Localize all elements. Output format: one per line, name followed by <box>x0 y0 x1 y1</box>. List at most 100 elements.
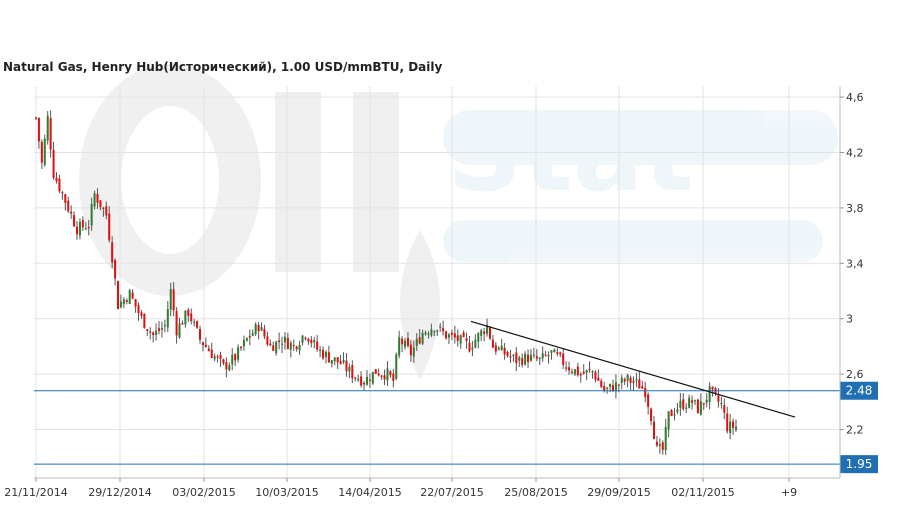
candle <box>544 350 547 357</box>
candle-body-down <box>406 338 409 346</box>
candle <box>96 188 99 209</box>
candle <box>655 436 658 448</box>
candle-body-down <box>488 327 491 339</box>
candle-body-down <box>544 354 547 356</box>
candle-body-up <box>301 335 304 343</box>
candle-body-down <box>711 386 714 390</box>
candle <box>570 368 574 375</box>
candle <box>474 334 477 349</box>
candle <box>652 416 656 440</box>
candle <box>78 218 81 240</box>
candle <box>635 372 638 387</box>
candle <box>512 354 515 362</box>
candle-body-down <box>190 313 193 322</box>
candle-body-down <box>295 346 298 350</box>
candle-body-down <box>272 345 275 351</box>
candle <box>395 352 398 381</box>
candle-body-up <box>679 400 682 408</box>
svg-text:Stat: Stat <box>447 93 694 215</box>
candle-body-down <box>152 332 155 335</box>
candle-body-down <box>418 337 421 344</box>
x-axis: 21/11/2014 29/12/2014 03/02/2015 10/03/2015… <box>4 477 840 499</box>
candle-body-down <box>377 373 380 376</box>
candle <box>333 357 336 366</box>
candle <box>281 336 284 354</box>
x-tick-label: +9 <box>781 486 797 499</box>
candle-body-up <box>474 339 477 348</box>
candle-body-down <box>594 371 597 380</box>
candle-body-down <box>58 178 61 192</box>
y-axis: 4,6 4,2 3,8 3,4 3 2,6 2,2 <box>839 86 864 478</box>
candle-body-down <box>310 339 313 344</box>
candle-body-up <box>78 221 81 236</box>
candle <box>324 350 327 364</box>
y-tick-label: 3,8 <box>846 202 864 215</box>
candle <box>515 347 518 372</box>
candle-body-up <box>319 349 322 352</box>
candle-body-up <box>324 351 327 358</box>
candle <box>392 368 395 388</box>
candle <box>386 361 389 386</box>
candle <box>58 174 61 194</box>
candle <box>600 378 603 389</box>
candle <box>436 329 439 336</box>
candle <box>723 398 726 420</box>
candle <box>84 222 87 230</box>
candle <box>178 317 181 339</box>
candle-body-down <box>140 312 143 317</box>
candle <box>442 320 445 336</box>
candle <box>503 343 506 360</box>
candle-body-down <box>632 381 635 383</box>
candle <box>518 355 521 367</box>
candle <box>389 370 392 378</box>
candle-body-down <box>99 200 102 208</box>
candle <box>272 341 275 351</box>
candle-body-down <box>146 329 149 331</box>
candle <box>591 370 594 379</box>
candle-body-down <box>240 346 243 349</box>
candle <box>43 134 46 167</box>
candle <box>254 322 257 337</box>
candle-body-down <box>611 385 615 392</box>
candle <box>116 280 120 310</box>
candle <box>641 380 644 390</box>
candle-body-up <box>155 330 158 335</box>
candle-body-down <box>442 328 445 332</box>
candle <box>181 320 184 325</box>
x-tick-label: 02/11/2015 <box>671 486 734 499</box>
candle <box>237 344 240 363</box>
candle-body-up <box>128 290 131 304</box>
candle <box>620 374 623 390</box>
candle <box>75 221 79 240</box>
candle <box>155 323 158 341</box>
candle <box>462 330 465 338</box>
candle-body-down <box>116 281 120 309</box>
candle <box>111 236 114 269</box>
candle-body-up <box>357 379 360 381</box>
candle <box>196 320 199 330</box>
candle-body-down <box>456 335 459 341</box>
candle-body-down <box>383 375 386 380</box>
candle-body-up <box>415 338 418 347</box>
candle-body-down <box>641 386 644 389</box>
candle <box>231 348 234 371</box>
candle <box>447 333 450 345</box>
candle-body-down <box>527 354 530 362</box>
candle-body-down <box>691 400 694 403</box>
candle <box>632 376 635 391</box>
candle <box>538 356 541 366</box>
candle-body-down <box>556 352 559 354</box>
candle <box>456 329 459 347</box>
candle <box>240 345 243 352</box>
x-tick-label: 14/04/2015 <box>338 486 401 499</box>
trendline <box>470 320 796 418</box>
candle-body-down <box>650 408 653 422</box>
candle <box>81 216 84 232</box>
candle-body-up <box>251 333 254 336</box>
candle-body-down <box>468 342 471 352</box>
candle-body-down <box>509 356 512 358</box>
candle-body-up <box>119 301 122 308</box>
candle <box>611 379 615 393</box>
candle-body-up <box>412 347 415 357</box>
y-tick-label: 4,2 <box>846 146 864 159</box>
